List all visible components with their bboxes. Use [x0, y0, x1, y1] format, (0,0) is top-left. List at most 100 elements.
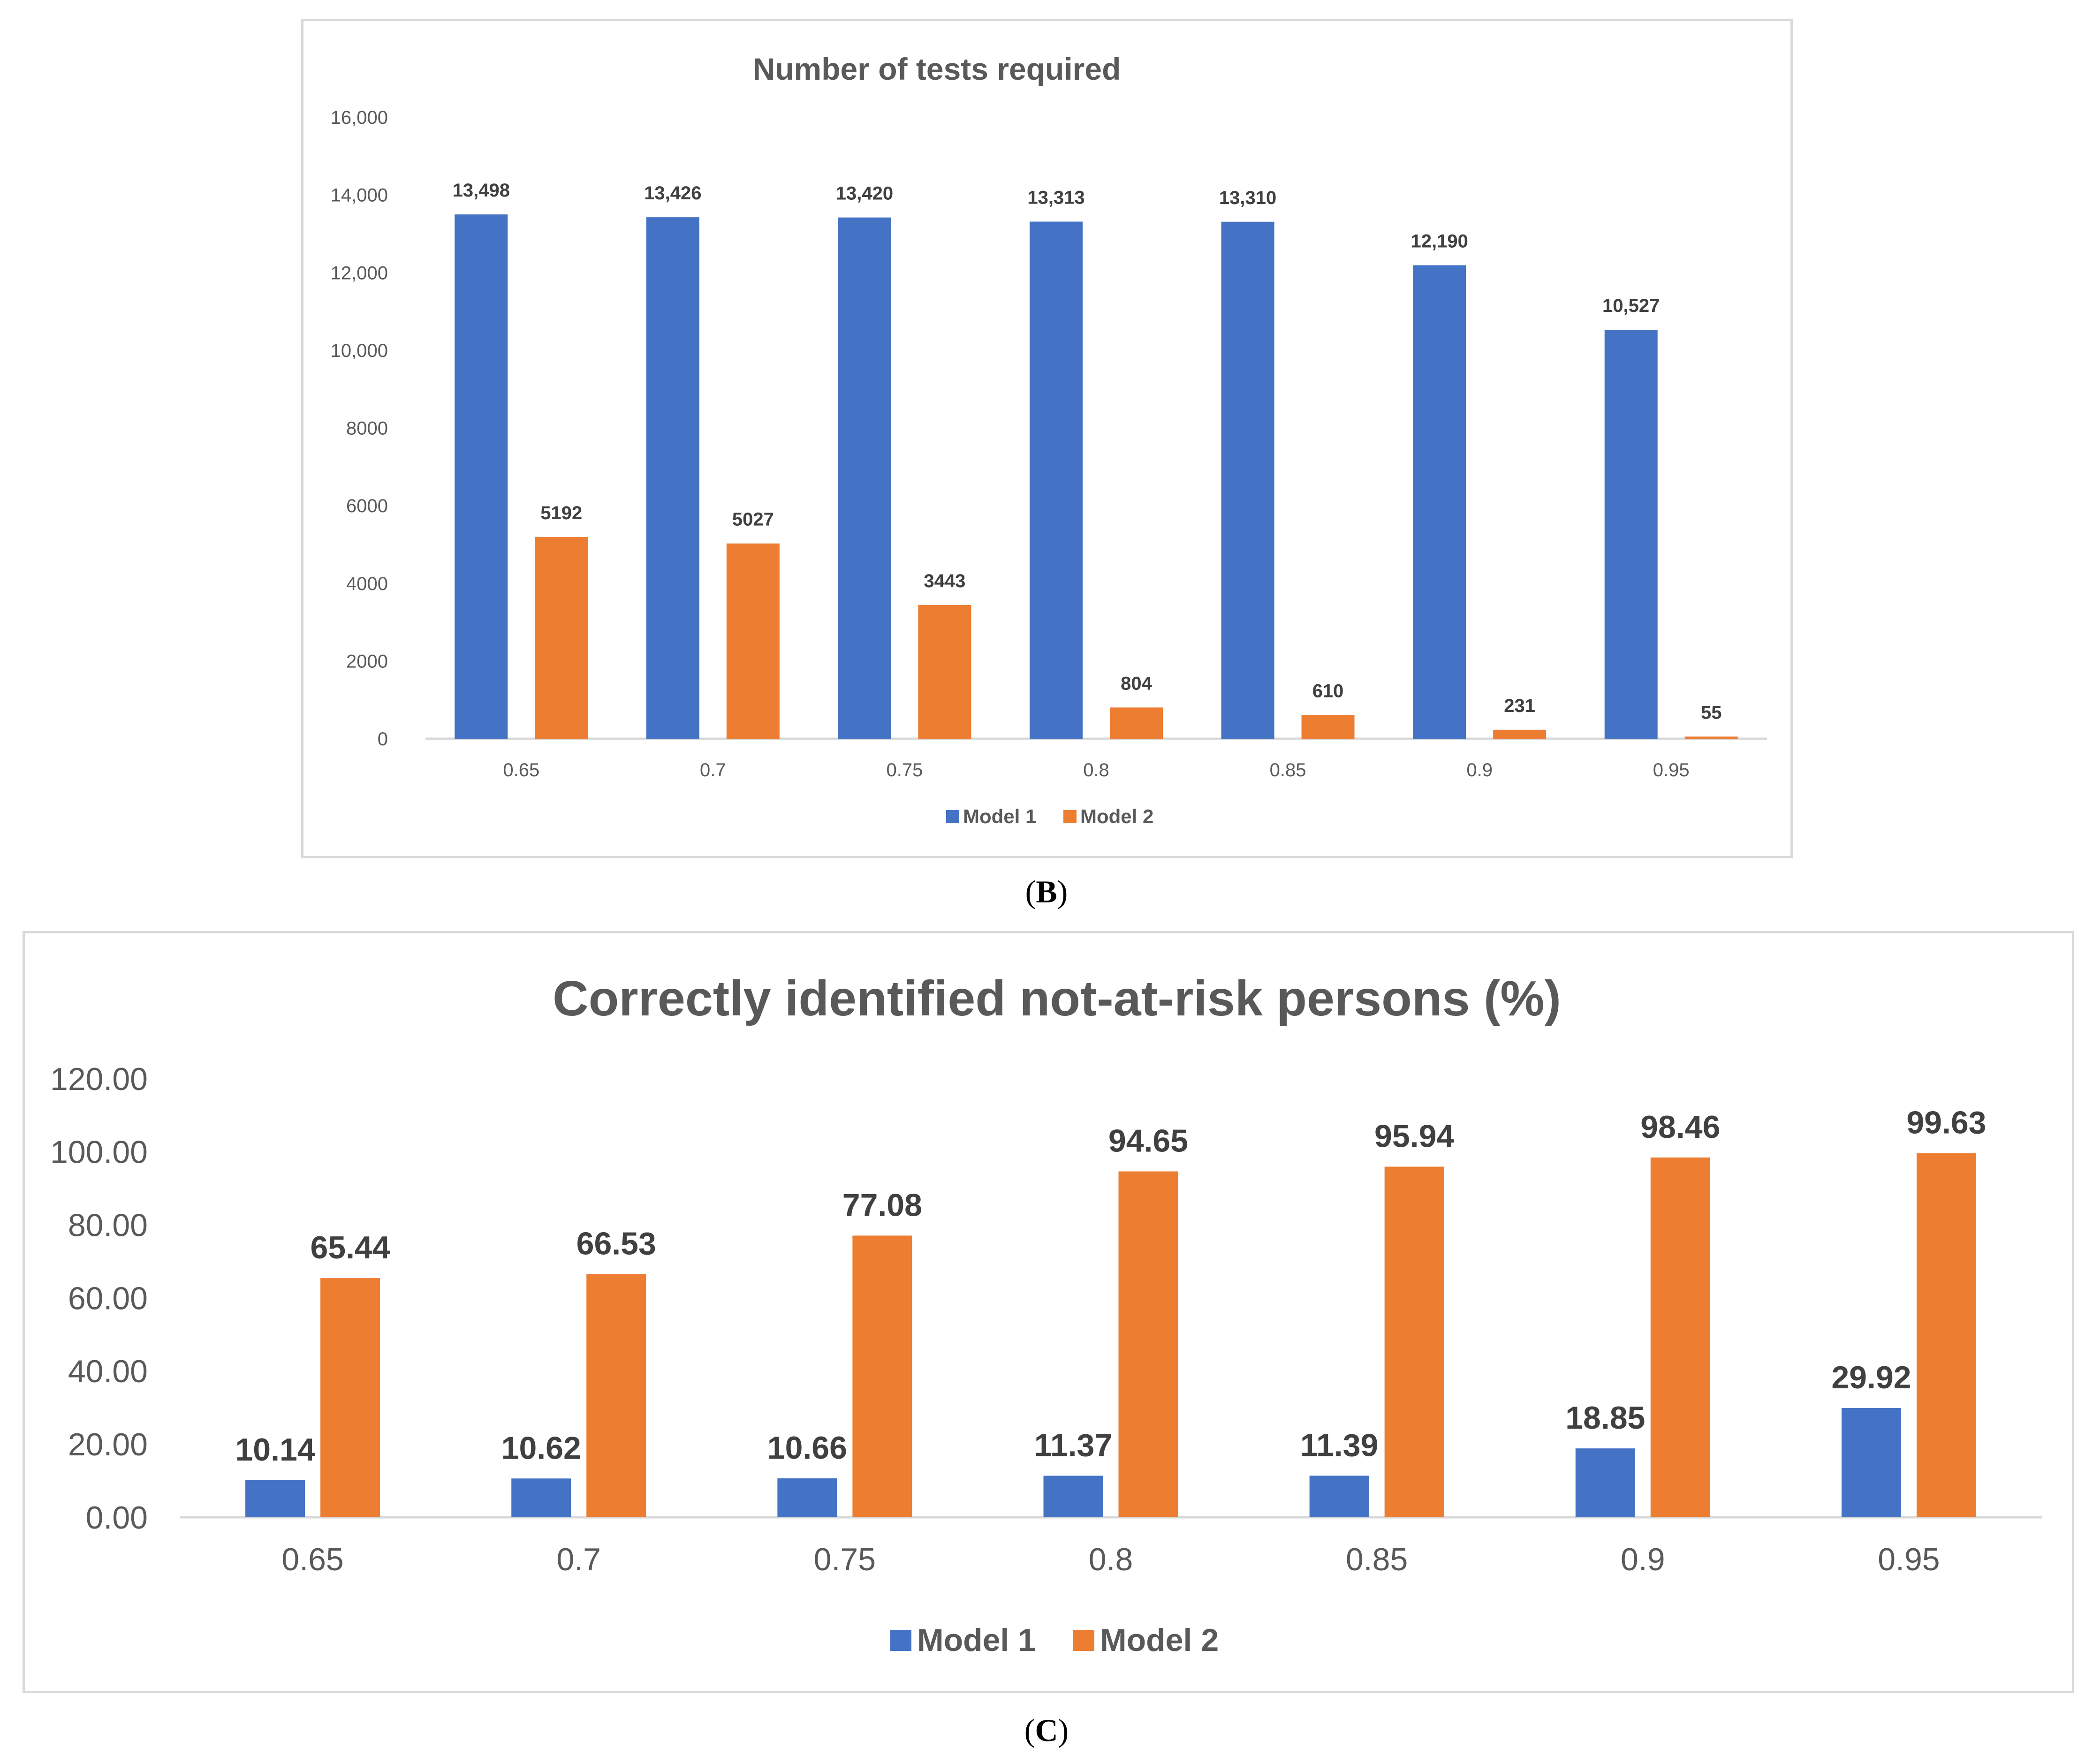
b-data-label-model-2: 231 — [1504, 696, 1535, 716]
b-y-tick-label: 14,000 — [331, 185, 388, 206]
c-data-label-model-1: 10.14 — [235, 1432, 315, 1468]
c-data-label-model-2: 77.08 — [842, 1187, 922, 1223]
c-bar-model-1 — [245, 1480, 305, 1517]
chart-panel-c: Correctly identified not-at-risk persons… — [23, 931, 2074, 1693]
b-bar-model-2 — [1301, 715, 1355, 739]
c-data-label-model-1: 11.37 — [1034, 1427, 1112, 1463]
c-data-label-model-2: 66.53 — [576, 1226, 656, 1262]
c-data-label-model-2: 99.63 — [1906, 1105, 1986, 1141]
c-data-label-model-2: 65.44 — [310, 1230, 390, 1265]
b-chart-title: Number of tests required — [753, 52, 1121, 86]
c-bar-model-1 — [1043, 1476, 1103, 1517]
c-bar-model-1 — [1309, 1476, 1369, 1517]
c-y-tick-label: 0.00 — [86, 1500, 148, 1536]
c-data-label-model-1: 29.92 — [1831, 1360, 1911, 1395]
b-legend-swatch-model-2 — [1063, 810, 1077, 823]
b-x-tick-label: 0.7 — [700, 760, 726, 780]
b-x-tick-label: 0.65 — [503, 760, 539, 780]
b-data-label-model-1: 13,426 — [644, 183, 701, 204]
b-bar-model-2 — [918, 605, 971, 739]
b-x-tick-label: 0.95 — [1653, 760, 1690, 780]
b-x-tick-label: 0.75 — [886, 760, 923, 780]
c-data-label-model-1: 10.62 — [501, 1430, 581, 1466]
b-y-tick-label: 12,000 — [331, 263, 388, 283]
chart-c-svg: Correctly identified not-at-risk persons… — [50, 971, 2042, 1658]
b-x-tick-label: 0.9 — [1466, 760, 1493, 780]
b-y-tick-label: 16,000 — [331, 107, 388, 128]
b-data-label-model-2: 5192 — [540, 503, 582, 523]
c-x-tick-label: 0.7 — [556, 1542, 601, 1577]
c-data-label-model-2: 98.46 — [1640, 1109, 1720, 1145]
c-legend-label-model-2: Model 2 — [1100, 1622, 1219, 1658]
b-bar-model-1 — [1221, 221, 1274, 739]
b-bar-model-2 — [1684, 736, 1738, 739]
c-y-tick-label: 40.00 — [68, 1354, 148, 1389]
c-x-tick-label: 0.85 — [1346, 1542, 1408, 1577]
b-y-tick-label: 8000 — [346, 418, 388, 439]
b-bar-model-1 — [1604, 330, 1658, 739]
b-legend-label-model-2: Model 2 — [1080, 805, 1153, 827]
b-data-label-model-2: 804 — [1121, 673, 1152, 694]
b-legend-label-model-1: Model 1 — [963, 805, 1036, 827]
c-data-label-model-1: 10.66 — [767, 1430, 847, 1466]
b-bar-model-2 — [726, 543, 780, 739]
b-data-label-model-1: 13,310 — [1219, 188, 1276, 208]
c-chart-title: Correctly identified not-at-risk persons… — [553, 971, 1561, 1026]
c-y-tick-label: 120.00 — [50, 1061, 148, 1097]
c-legend-swatch-model-2 — [1073, 1630, 1094, 1651]
c-y-tick-label: 100.00 — [50, 1135, 148, 1170]
b-data-label-model-1: 13,420 — [836, 183, 893, 204]
c-legend-label-model-1: Model 1 — [917, 1622, 1036, 1658]
c-bar-model-1 — [1575, 1448, 1635, 1517]
c-y-tick-label: 80.00 — [68, 1207, 148, 1243]
b-data-label-model-2: 5027 — [732, 509, 774, 530]
c-x-tick-label: 0.75 — [814, 1542, 876, 1577]
c-legend-swatch-model-1 — [890, 1630, 911, 1651]
c-y-tick-label: 20.00 — [68, 1427, 148, 1462]
chart-b-svg: Number of tests required 0 2000 4000 6000 800… — [331, 52, 1767, 827]
b-y-tick-label: 2000 — [346, 651, 388, 672]
c-bar-model-2 — [852, 1235, 912, 1517]
b-bar-model-1 — [1413, 265, 1466, 739]
b-y-tick-label: 10,000 — [331, 341, 388, 361]
c-x-tick-label: 0.95 — [1878, 1542, 1940, 1577]
chart-panel-b: Number of tests required 0 2000 4000 6000 800… — [301, 19, 1793, 858]
b-data-label-model-2: 55 — [1701, 702, 1722, 723]
c-data-label-model-1: 11.39 — [1300, 1427, 1378, 1463]
b-bar-model-2 — [1493, 729, 1547, 739]
caption-b: (B) — [1025, 874, 1068, 909]
c-x-tick-label: 0.8 — [1089, 1542, 1133, 1577]
c-bar-model-2 — [320, 1278, 380, 1517]
b-data-label-model-2: 610 — [1312, 681, 1344, 701]
b-y-tick-label: 4000 — [346, 574, 388, 594]
b-data-label-model-1: 13,313 — [1027, 188, 1084, 208]
b-x-tick-label: 0.8 — [1083, 760, 1109, 780]
c-data-label-model-1: 18.85 — [1565, 1400, 1645, 1436]
b-data-label-model-1: 12,190 — [1410, 231, 1468, 252]
b-data-label-model-2: 3443 — [924, 571, 965, 591]
c-bar-model-2 — [586, 1274, 646, 1517]
c-bar-model-1 — [777, 1478, 837, 1517]
c-data-label-model-2: 94.65 — [1108, 1123, 1188, 1159]
c-x-tick-label: 0.9 — [1621, 1542, 1665, 1577]
c-bar-model-1 — [511, 1478, 571, 1517]
c-bar-model-2 — [1384, 1166, 1444, 1517]
c-bar-model-2 — [1650, 1157, 1710, 1517]
b-y-tick-label: 6000 — [346, 496, 388, 516]
b-legend-swatch-model-1 — [946, 810, 959, 823]
b-bar-model-1 — [646, 217, 699, 739]
c-bar-model-2 — [1916, 1153, 1976, 1517]
b-data-label-model-1: 10,527 — [1602, 295, 1660, 316]
b-bar-model-1 — [838, 217, 891, 739]
b-bar-model-2 — [1110, 707, 1163, 739]
b-data-label-model-1: 13,498 — [453, 180, 510, 201]
b-bar-model-1 — [1030, 221, 1083, 739]
b-y-tick-label: 0 — [378, 729, 388, 750]
b-bar-model-1 — [455, 214, 508, 739]
b-x-tick-label: 0.85 — [1270, 760, 1306, 780]
caption-c: (C) — [1024, 1712, 1069, 1748]
b-bar-model-2 — [535, 537, 588, 739]
c-bar-model-1 — [1841, 1408, 1901, 1517]
c-bar-model-2 — [1118, 1171, 1178, 1517]
c-x-tick-label: 0.65 — [281, 1542, 343, 1577]
